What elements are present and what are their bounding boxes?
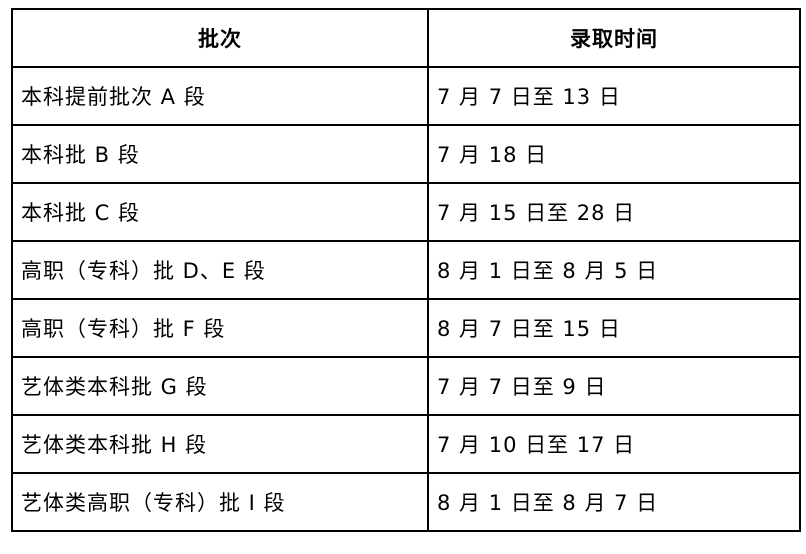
table-cell: 7 月 7 日至 13 日	[427, 66, 801, 126]
table-cell: 高职（专科）批 D、E 段	[11, 240, 429, 300]
table-cell: 本科提前批次 A 段	[11, 66, 429, 126]
header-cell: 批次	[11, 8, 429, 68]
header-cell: 录取时间	[427, 8, 801, 68]
table-cell: 7 月 10 日至 17 日	[427, 414, 801, 474]
table-cell: 7 月 7 日至 9 日	[427, 356, 801, 416]
table-cell: 8 月 7 日至 15 日	[427, 298, 801, 358]
table-cell: 7 月 18 日	[427, 124, 801, 184]
table-cell: 7 月 15 日至 28 日	[427, 182, 801, 242]
table-cell: 8 月 1 日至 8 月 5 日	[427, 240, 801, 300]
table-cell: 艺体类高职（专科）批 I 段	[11, 472, 429, 532]
table-cell: 艺体类本科批 G 段	[11, 356, 429, 416]
table-cell: 本科批 B 段	[11, 124, 429, 184]
header-row: 批次 录取时间	[11, 8, 801, 68]
table-cell: 本科批 C 段	[11, 182, 429, 242]
table-cell: 高职（专科）批 F 段	[11, 298, 429, 358]
table-cell: 艺体类本科批 H 段	[11, 414, 429, 474]
table-cell: 8 月 1 日至 8 月 7 日	[427, 472, 801, 532]
